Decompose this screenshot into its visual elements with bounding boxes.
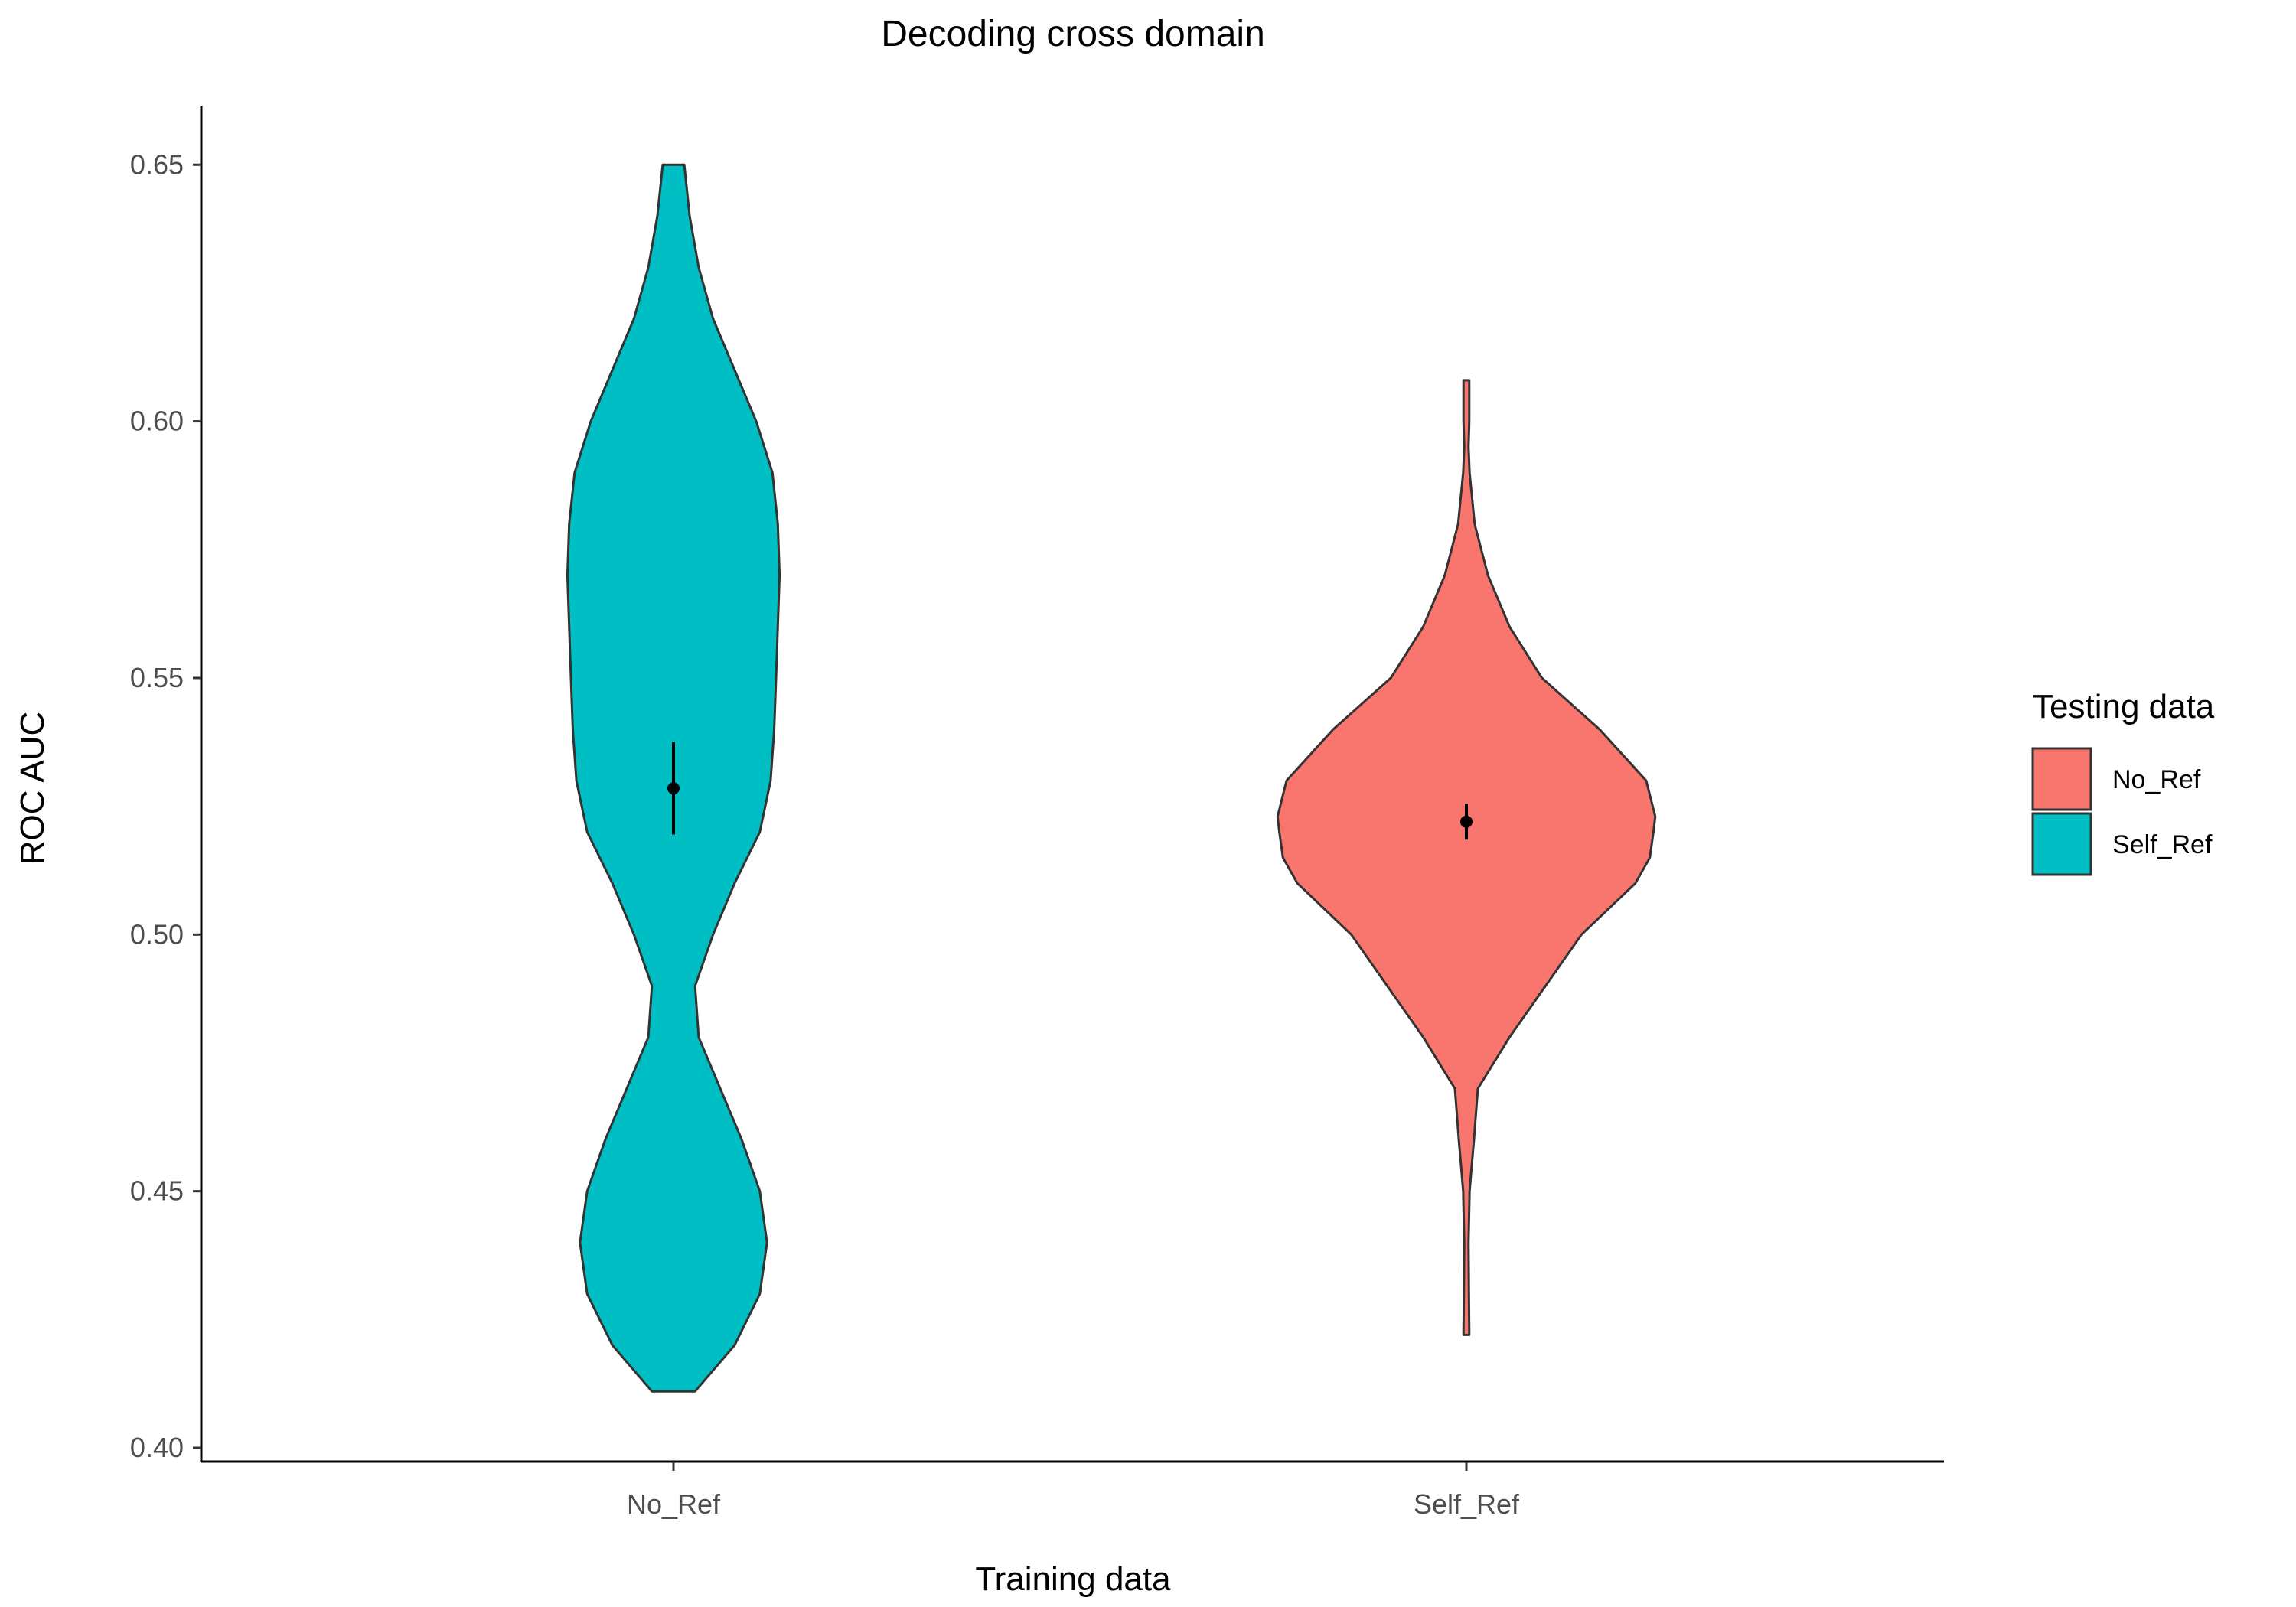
y-tick-label: 0.65 bbox=[130, 148, 184, 180]
y-tick-label: 0.50 bbox=[130, 918, 184, 950]
x-axis-title: Training data bbox=[975, 1560, 1171, 1598]
y-axis-title: ROC AUC bbox=[14, 712, 51, 865]
legend-swatch bbox=[2031, 747, 2092, 811]
x-axis-ticks: No_Ref Self_Ref bbox=[627, 1462, 1520, 1520]
mean-point bbox=[1460, 815, 1473, 828]
mean-point bbox=[667, 782, 680, 795]
x-tick-label: Self_Ref bbox=[1414, 1488, 1520, 1520]
chart-title: Decoding cross domain bbox=[881, 14, 1265, 54]
x-tick-label: No_Ref bbox=[627, 1488, 721, 1520]
legend-title: Testing data bbox=[2033, 688, 2215, 725]
y-tick-label: 0.55 bbox=[130, 662, 184, 693]
legend-swatch bbox=[2031, 812, 2092, 876]
violins-layer bbox=[566, 163, 1657, 1393]
y-axis-ticks: 0.40 0.45 0.50 0.55 0.60 0.65 bbox=[130, 148, 201, 1463]
y-tick-label: 0.40 bbox=[130, 1432, 184, 1463]
legend: Testing data No_Ref Self_Ref bbox=[2031, 688, 2215, 876]
legend-label: Self_Ref bbox=[2112, 830, 2213, 859]
legend-label: No_Ref bbox=[2112, 765, 2201, 794]
violin-self-ref bbox=[1276, 379, 1657, 1336]
y-tick-label: 0.60 bbox=[130, 406, 184, 437]
y-tick-label: 0.45 bbox=[130, 1175, 184, 1207]
